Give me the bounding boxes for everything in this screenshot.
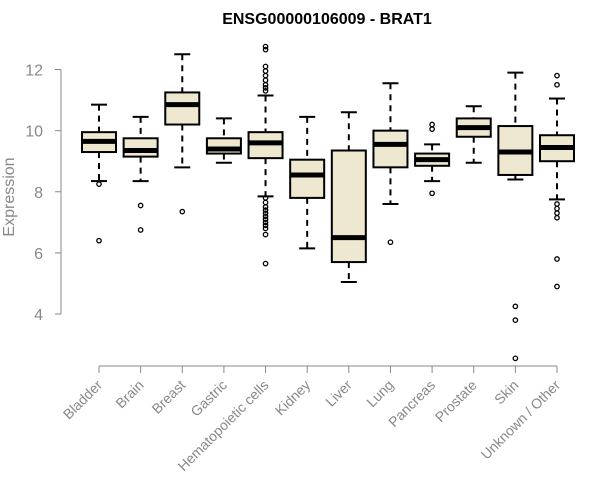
outlier-point	[554, 201, 560, 207]
chart-title: ENSG00000106009 - BRAT1	[222, 11, 432, 28]
x-tick-label: Brain	[112, 377, 146, 411]
box-gastric	[205, 117, 242, 164]
outlier-point	[262, 231, 269, 238]
outlier-point	[262, 88, 269, 94]
outlier-point	[554, 210, 560, 217]
box-liver	[330, 111, 367, 283]
outlier-point	[262, 216, 269, 223]
outlier-point	[262, 207, 269, 213]
outlier-point	[262, 225, 269, 232]
y-tick-label: 10	[25, 124, 43, 141]
box-skin	[497, 71, 534, 362]
outlier-point	[512, 303, 519, 310]
outlier-point	[179, 208, 186, 215]
outlier-point	[554, 256, 560, 262]
outlier-point	[512, 355, 519, 362]
y-tick-label: 8	[34, 185, 43, 202]
box-prostate	[455, 105, 492, 164]
y-axis-label: Expression	[1, 157, 18, 236]
outlier-point	[262, 63, 269, 70]
x-tick-label: Liver	[322, 377, 355, 410]
box-hematopoietic-cells	[247, 43, 284, 267]
box-kidney	[289, 115, 326, 250]
x-tick-label: Breast	[148, 377, 188, 417]
box-brain	[122, 115, 159, 233]
outlier-point	[262, 72, 269, 79]
y-tick-label: 4	[34, 307, 43, 324]
outlier-point	[554, 283, 560, 290]
outlier-point	[262, 222, 269, 229]
x-tick-label: Lung	[363, 377, 396, 410]
outlier-point	[554, 214, 560, 221]
y-axis: 4 6 8 10 12	[25, 63, 62, 324]
x-tick-label: Unknown / Other	[478, 377, 564, 463]
outlier-point	[262, 213, 269, 220]
box-lung	[372, 82, 409, 246]
outlier-point	[429, 190, 435, 197]
outlier-point	[262, 46, 269, 53]
iqr-box	[122, 137, 159, 158]
outlier-point	[262, 43, 269, 50]
outlier-point	[262, 199, 269, 206]
outlier-point	[262, 260, 269, 267]
outlier-point	[387, 239, 394, 246]
x-tick-label: Prostate	[432, 377, 480, 425]
box-bladder	[81, 103, 117, 244]
outlier-point	[262, 84, 269, 91]
outlier-point	[429, 121, 435, 128]
box-unknown-other	[539, 72, 575, 290]
boxes-group	[81, 43, 575, 362]
outlier-point	[429, 126, 435, 132]
outlier-point	[554, 205, 560, 212]
x-tick-label: Kidney	[272, 377, 314, 419]
outlier-point	[554, 81, 560, 88]
outlier-point	[96, 237, 102, 244]
outlier-point	[137, 227, 144, 233]
x-tick-label: Skin	[491, 377, 522, 408]
iqr-box	[330, 149, 367, 264]
outlier-point	[262, 77, 269, 84]
y-tick-label: 6	[34, 246, 43, 263]
iqr-box	[164, 91, 201, 126]
outlier-point	[262, 210, 269, 217]
outlier-point	[96, 181, 102, 187]
box-breast	[164, 53, 201, 215]
outlier-point	[554, 72, 560, 79]
outlier-point	[262, 204, 269, 210]
box-pancreas	[414, 121, 451, 197]
outlier-point	[137, 202, 144, 209]
iqr-box	[372, 129, 409, 169]
iqr-box	[289, 158, 326, 199]
outlier-point	[262, 81, 269, 88]
outlier-point	[262, 219, 269, 226]
x-tick-label: Bladder	[60, 377, 106, 423]
y-tick-label: 12	[25, 63, 43, 80]
outlier-point	[512, 317, 519, 324]
outlier-point	[262, 68, 269, 74]
